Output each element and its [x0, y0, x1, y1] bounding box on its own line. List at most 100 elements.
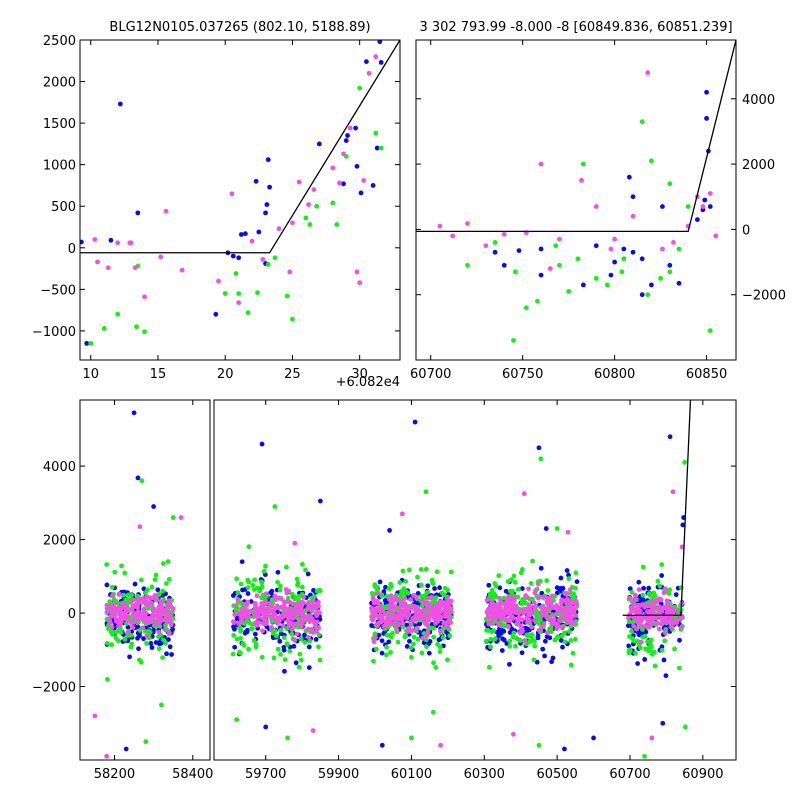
data-point-green	[648, 642, 654, 648]
data-point-blue	[426, 650, 432, 656]
data-point-green	[241, 642, 247, 648]
data-point-green	[295, 582, 300, 588]
data-point-blue	[306, 665, 312, 670]
data-point-magenta	[566, 607, 572, 613]
data-point-green	[488, 636, 494, 642]
data-point-blue	[536, 445, 542, 451]
data-point-magenta	[489, 599, 495, 605]
data-point-magenta	[429, 594, 435, 600]
data-point-green	[237, 650, 243, 656]
data-point-magenta	[281, 599, 287, 605]
data-point-magenta	[369, 608, 375, 614]
data-point-green	[222, 291, 228, 296]
data-point-blue	[407, 638, 412, 644]
data-point-green	[631, 638, 637, 644]
data-point-green	[419, 593, 424, 599]
data-point-magenta	[383, 611, 389, 617]
data-point-green	[122, 636, 128, 642]
data-point-magenta	[511, 615, 516, 621]
data-point-blue	[538, 565, 544, 571]
data-point-magenta	[249, 238, 255, 244]
data-point-blue	[516, 248, 522, 254]
data-point-magenta	[306, 202, 311, 207]
data-point-blue	[549, 659, 555, 665]
data-point-green	[676, 665, 682, 671]
y-tick-label: 500	[51, 200, 76, 215]
data-point-green	[109, 642, 115, 648]
data-point-green	[408, 645, 414, 651]
data-point-magenta	[565, 529, 571, 535]
data-point-green	[384, 652, 389, 658]
data-point-green	[431, 634, 437, 640]
data-point-green	[245, 585, 251, 590]
data-point-green	[285, 735, 290, 741]
data-point-magenta	[314, 610, 320, 616]
data-point-green	[445, 657, 450, 663]
data-point-blue	[676, 280, 682, 286]
data-point-magenta	[418, 598, 424, 604]
y-tick-label: 1000	[43, 159, 76, 174]
data-point-blue	[377, 40, 383, 45]
data-point-magenta	[707, 191, 713, 196]
data-point-magenta	[554, 603, 560, 608]
data-point-magenta	[391, 612, 397, 618]
data-point-magenta	[486, 621, 492, 627]
data-point-magenta	[104, 753, 110, 759]
data-point-magenta	[310, 597, 316, 603]
data-point-magenta	[118, 621, 123, 627]
data-point-magenta	[375, 621, 381, 627]
data-point-blue	[501, 637, 507, 643]
data-point-green	[403, 579, 409, 584]
data-point-magenta	[518, 623, 524, 629]
data-point-magenta	[397, 616, 403, 622]
data-point-magenta	[633, 608, 638, 614]
data-point-green	[423, 566, 429, 572]
data-point-green	[139, 478, 145, 484]
data-point-magenta	[310, 630, 316, 635]
data-point-magenta	[559, 603, 564, 609]
data-point-magenta	[442, 605, 448, 611]
data-point-blue	[252, 631, 258, 637]
data-point-magenta	[654, 605, 660, 611]
data-point-magenta	[286, 623, 292, 629]
data-point-blue	[591, 735, 596, 741]
data-point-blue	[404, 643, 410, 649]
data-point-green	[231, 633, 237, 638]
data-point-magenta	[129, 607, 135, 612]
data-point-magenta	[444, 620, 450, 625]
data-point-magenta	[538, 604, 544, 610]
data-point-magenta	[517, 630, 523, 636]
data-point-green	[275, 646, 281, 652]
data-point-green	[530, 558, 535, 564]
data-point-green	[657, 583, 663, 589]
data-point-magenta	[535, 581, 541, 587]
x-tick-label: 60500	[536, 767, 577, 782]
data-point-magenta	[527, 606, 533, 612]
data-point-magenta	[662, 586, 668, 592]
data-point-magenta	[167, 630, 172, 636]
data-point-blue	[313, 636, 319, 642]
data-point-magenta	[265, 611, 271, 616]
data-point-magenta	[634, 626, 639, 632]
data-point-magenta	[124, 614, 130, 620]
data-point-magenta	[634, 619, 640, 625]
data-point-green	[523, 305, 529, 311]
data-point-magenta	[403, 612, 409, 618]
data-point-blue	[630, 249, 636, 255]
data-point-green	[144, 640, 149, 646]
data-point-magenta	[308, 606, 314, 612]
data-point-magenta	[357, 280, 363, 286]
data-point-magenta	[284, 590, 290, 596]
data-point-green	[397, 580, 403, 585]
data-point-magenta	[670, 489, 676, 495]
data-point-blue	[135, 210, 141, 216]
data-point-magenta	[136, 614, 142, 620]
data-point-green	[104, 640, 110, 646]
data-point-blue	[538, 246, 544, 252]
data-point-green	[678, 585, 684, 591]
data-point-green	[545, 588, 551, 593]
data-point-blue	[416, 621, 422, 627]
data-point-magenta	[137, 524, 143, 530]
data-point-magenta	[648, 614, 654, 620]
data-point-green	[531, 657, 537, 663]
